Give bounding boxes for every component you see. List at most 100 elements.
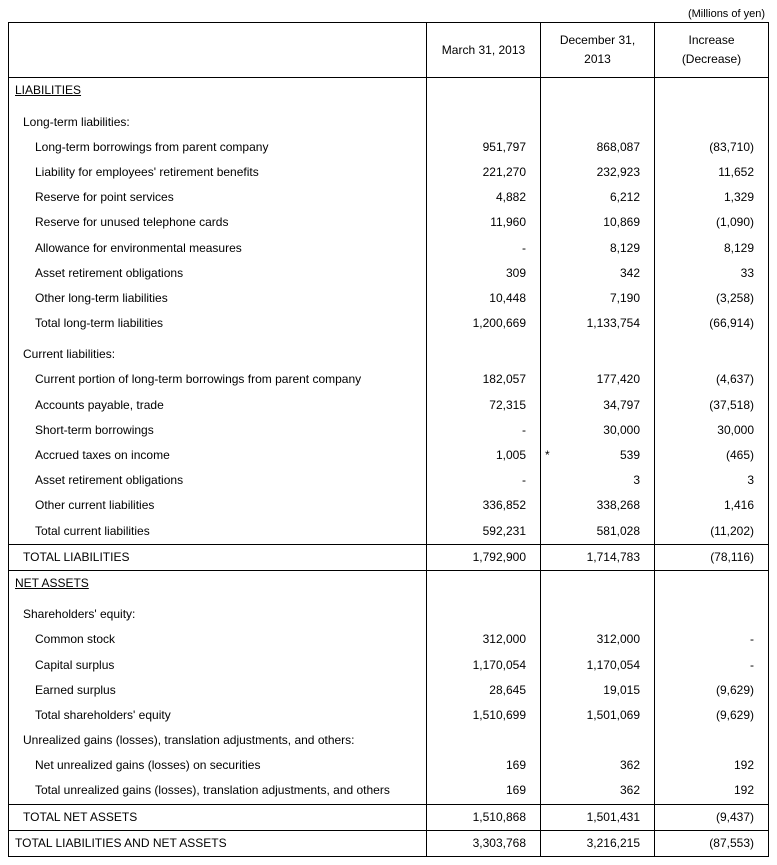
row-value: (9,437): [655, 804, 769, 830]
row-value: 182,057: [427, 367, 541, 392]
row-value: 30,000: [541, 418, 655, 443]
row-value: 4,882: [427, 185, 541, 210]
table-row: Total unrealized gains (losses), transla…: [9, 778, 769, 804]
row-value: -: [427, 236, 541, 261]
row-value: (465): [655, 443, 769, 468]
row-value: 336,852: [427, 493, 541, 518]
row-value: -: [427, 468, 541, 493]
table-row: Liability for employees' retirement bene…: [9, 160, 769, 185]
row-value: 3: [655, 468, 769, 493]
table-row: Long-term borrowings from parent company…: [9, 135, 769, 160]
row-value: (83,710): [655, 135, 769, 160]
row-label: Capital surplus: [9, 653, 427, 678]
row-label: Liability for employees' retirement bene…: [9, 160, 427, 185]
row-value: 3: [541, 468, 655, 493]
row-value: 539: [541, 443, 655, 468]
row-value: 6,212: [541, 185, 655, 210]
row-value: [427, 570, 541, 596]
table-row: Capital surplus1,170,0541,170,054-: [9, 653, 769, 678]
row-value: [541, 110, 655, 135]
table-row: Net unrealized gains (losses) on securit…: [9, 753, 769, 778]
row-value: 169: [427, 753, 541, 778]
section-liabilities: LIABILITIES: [9, 78, 769, 104]
table-row: Total shareholders' equity1,510,6991,501…: [9, 703, 769, 728]
row-label: TOTAL LIABILITIES AND NET ASSETS: [9, 830, 427, 856]
subsection-heading: Long-term liabilities:: [9, 110, 769, 135]
row-value: 34,797: [541, 393, 655, 418]
header-col1: March 31, 2013: [427, 23, 541, 78]
row-value: 192: [655, 778, 769, 804]
row-label: Long-term borrowings from parent company: [9, 135, 427, 160]
total-net-assets-row: TOTAL NET ASSETS1,510,8681,501,431(9,437…: [9, 804, 769, 830]
row-value: -: [655, 627, 769, 652]
row-label: Total unrealized gains (losses), transla…: [9, 778, 427, 804]
row-label: TOTAL NET ASSETS: [9, 804, 427, 830]
row-label: Long-term liabilities:: [9, 110, 427, 135]
row-value: 11,652: [655, 160, 769, 185]
row-value: (37,518): [655, 393, 769, 418]
row-value: [655, 110, 769, 135]
table-row: Accrued taxes on income1,005539(465): [9, 443, 769, 468]
row-value: 30,000: [655, 418, 769, 443]
row-value: [655, 570, 769, 596]
row-value: 1,200,669: [427, 311, 541, 336]
row-value: 338,268: [541, 493, 655, 518]
subsection-heading: Unrealized gains (losses), translation a…: [9, 728, 769, 753]
row-value: (3,258): [655, 286, 769, 311]
row-value: 1,792,900: [427, 544, 541, 570]
row-label: Total current liabilities: [9, 519, 427, 545]
row-value: -: [655, 653, 769, 678]
row-value: (9,629): [655, 703, 769, 728]
row-label: Accrued taxes on income: [9, 443, 427, 468]
row-value: 362: [541, 778, 655, 804]
row-value: 1,510,868: [427, 804, 541, 830]
table-row: Total current liabilities592,231581,028(…: [9, 519, 769, 545]
row-value: 592,231: [427, 519, 541, 545]
table-row: Reserve for unused telephone cards11,960…: [9, 210, 769, 235]
row-label: Unrealized gains (losses), translation a…: [9, 728, 427, 753]
row-value: [541, 78, 655, 104]
row-label: NET ASSETS: [9, 570, 427, 596]
header-blank: [9, 23, 427, 78]
row-value: 177,420: [541, 367, 655, 392]
table-row: Common stock312,000312,000-: [9, 627, 769, 652]
balance-sheet-table: March 31, 2013 December 31, 2013 Increas…: [8, 22, 769, 857]
row-label: Reserve for point services: [9, 185, 427, 210]
row-label: Other long-term liabilities: [9, 286, 427, 311]
row-label: Asset retirement obligations: [9, 261, 427, 286]
row-value: 1,005: [427, 443, 541, 468]
row-value: 1,510,699: [427, 703, 541, 728]
grand-total-row: TOTAL LIABILITIES AND NET ASSETS3,303,76…: [9, 830, 769, 856]
row-value: (4,637): [655, 367, 769, 392]
row-value: 951,797: [427, 135, 541, 160]
row-value: [655, 602, 769, 627]
row-value: (87,553): [655, 830, 769, 856]
row-value: 312,000: [427, 627, 541, 652]
row-value: 10,869: [541, 210, 655, 235]
row-label: LIABILITIES: [9, 78, 427, 104]
table-row: Earned surplus28,64519,015(9,629): [9, 678, 769, 703]
subsection-heading: Current liabilities:: [9, 342, 769, 367]
row-value: 232,923: [541, 160, 655, 185]
row-label: Shareholders' equity:: [9, 602, 427, 627]
row-value: 3,303,768: [427, 830, 541, 856]
row-value: 362: [541, 753, 655, 778]
unit-label: (Millions of yen): [8, 8, 769, 20]
row-value: 19,015: [541, 678, 655, 703]
row-label: Net unrealized gains (losses) on securit…: [9, 753, 427, 778]
table-row: Allowance for environmental measures-8,1…: [9, 236, 769, 261]
row-value: 72,315: [427, 393, 541, 418]
row-label: Asset retirement obligations: [9, 468, 427, 493]
subsection-heading: Shareholders' equity:: [9, 602, 769, 627]
row-label: TOTAL LIABILITIES: [9, 544, 427, 570]
row-value: 1,501,431: [541, 804, 655, 830]
row-value: [655, 728, 769, 753]
row-value: (9,629): [655, 678, 769, 703]
row-label: Earned surplus: [9, 678, 427, 703]
row-label: Allowance for environmental measures: [9, 236, 427, 261]
row-value: [427, 110, 541, 135]
table-row: Asset retirement obligations30934233: [9, 261, 769, 286]
row-value: 868,087: [541, 135, 655, 160]
row-value: [541, 342, 655, 367]
row-value: 1,170,054: [427, 653, 541, 678]
